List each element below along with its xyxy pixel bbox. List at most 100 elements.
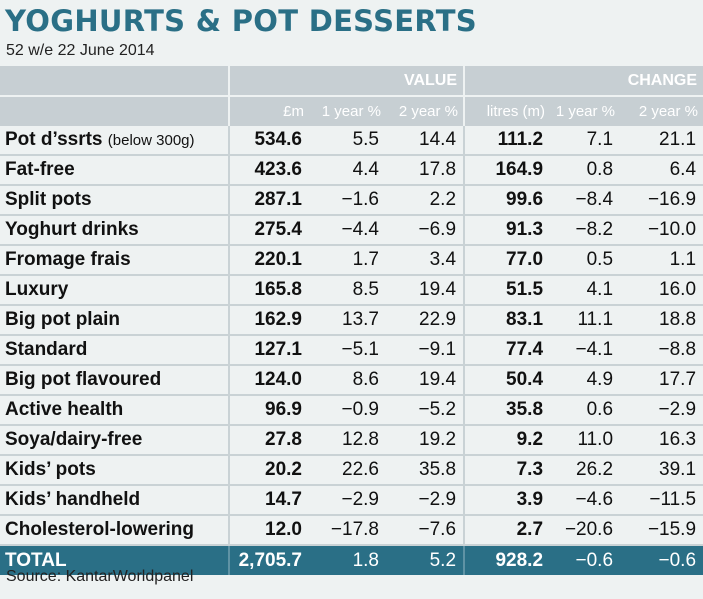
table-cell: 26.2 — [550, 455, 621, 486]
table-cell: 50.4 — [463, 365, 551, 396]
table-cell: 3.4 — [386, 245, 465, 276]
table-cell: 16.3 — [620, 425, 703, 456]
source-note: Source: KantarWorldpanel — [6, 568, 194, 585]
row-label: Big pot flavoured — [0, 365, 229, 396]
table-cell: −17.8 — [309, 515, 386, 546]
table-cell: 20.2 — [228, 455, 309, 486]
table-cell: 91.3 — [463, 215, 551, 246]
column-header: litres (m) — [463, 95, 551, 126]
table-cell: 111.2 — [463, 126, 551, 156]
group-header-row: VALUE CHANGE — [0, 66, 703, 96]
table-cell: 127.1 — [228, 335, 309, 366]
table-cell: 99.6 — [463, 185, 551, 216]
table-cell: 275.4 — [228, 215, 309, 246]
table-cell: −8.4 — [550, 185, 621, 216]
table-cell: 51.5 — [463, 275, 551, 306]
row-label-text: Yoghurt drinks — [5, 219, 139, 240]
table-row: Standard 127.1 −5.1 −9.1 77.4 −4.1 −8.8 — [0, 335, 703, 366]
table-cell: 13.7 — [309, 305, 386, 336]
table-cell: 5.5 — [309, 126, 386, 156]
table-cell: −0.9 — [309, 395, 386, 426]
table-cell: 22.9 — [386, 305, 465, 336]
table-body: Pot d’ssrts (below 300g) 534.6 5.5 14.4 111.… — [0, 126, 703, 575]
group-header-value: VALUE — [227, 66, 465, 96]
row-label: Pot d’ssrts (below 300g) — [0, 126, 229, 156]
row-label-text: Big pot flavoured — [5, 369, 162, 390]
total-row: TOTAL 2,705.7 1.8 5.2 928.2 −0.6 −0.6 — [0, 545, 703, 575]
table-cell: −9.1 — [386, 335, 465, 366]
table-row: Kids’ handheld 14.7 −2.9 −2.9 3.9 −4.6 −11.5 — [0, 485, 703, 516]
table-cell: 19.4 — [386, 275, 465, 306]
table-cell: 19.2 — [386, 425, 465, 456]
group-header-change: CHANGE — [463, 66, 703, 96]
row-label-note: (below 300g) — [107, 132, 195, 149]
row-label: Kids’ handheld — [0, 485, 229, 516]
header-blank — [0, 66, 229, 96]
table-cell: 17.8 — [386, 155, 465, 186]
table-cell: 19.4 — [386, 365, 465, 396]
row-label: Kids’ pots — [0, 455, 229, 486]
table-cell: −4.4 — [309, 215, 386, 246]
table-cell: −8.8 — [620, 335, 703, 366]
column-header: 2 year % — [620, 95, 703, 126]
table-cell: 39.1 — [620, 455, 703, 486]
table-cell: −15.9 — [620, 515, 703, 546]
table-cell: 2,705.7 — [228, 545, 309, 575]
table-cell: 2.7 — [463, 515, 551, 546]
row-label: Yoghurt drinks — [0, 215, 229, 246]
table-row: Kids’ pots 20.2 22.6 35.8 7.3 26.2 39.1 — [0, 455, 703, 486]
table-cell: −4.6 — [550, 485, 621, 516]
table-row: Yoghurt drinks 275.4 −4.4 −6.9 91.3 −8.2 −10.0 — [0, 215, 703, 246]
table-cell: −2.9 — [386, 485, 465, 516]
row-label: Soya/dairy-free — [0, 425, 229, 456]
table-cell: 5.2 — [386, 545, 465, 575]
table-cell: 83.1 — [463, 305, 551, 336]
table-cell: 287.1 — [228, 185, 309, 216]
table-cell: 8.6 — [309, 365, 386, 396]
table-cell: 77.0 — [463, 245, 551, 276]
table-row: Cholesterol-lowering 12.0 −17.8 −7.6 2.7 −20.… — [0, 515, 703, 546]
row-label-text: Big pot plain — [5, 309, 121, 330]
table-row: Pot d’ssrts (below 300g) 534.6 5.5 14.4 111.… — [0, 126, 703, 156]
table-cell: 18.8 — [620, 305, 703, 336]
row-label: Split pots — [0, 185, 229, 216]
table-row: Luxury 165.8 8.5 19.4 51.5 4.1 16.0 — [0, 275, 703, 306]
table-cell: 11.0 — [550, 425, 621, 456]
table-cell: 12.0 — [228, 515, 309, 546]
row-label-text: Fromage frais — [5, 249, 131, 270]
table-cell: −2.9 — [620, 395, 703, 426]
table-cell: 27.8 — [228, 425, 309, 456]
column-header: £m — [228, 95, 309, 126]
row-label-text: Kids’ handheld — [5, 489, 141, 510]
row-label: Active health — [0, 395, 229, 426]
table-cell: 17.7 — [620, 365, 703, 396]
table-cell: 220.1 — [228, 245, 309, 276]
table-cell: 534.6 — [228, 126, 309, 156]
column-header-row: £m 1 year % 2 year % litres (m) 1 year %… — [0, 95, 703, 126]
table-cell: −7.6 — [386, 515, 465, 546]
table-row: Active health 96.9 −0.9 −5.2 35.8 0.6 −2.9 — [0, 395, 703, 426]
table-cell: 164.9 — [463, 155, 551, 186]
table-cell: 16.0 — [620, 275, 703, 306]
table-cell: 7.3 — [463, 455, 551, 486]
table-cell: 162.9 — [228, 305, 309, 336]
row-label: Cholesterol-lowering — [0, 515, 229, 546]
table-cell: 0.6 — [550, 395, 621, 426]
table-row: Big pot plain 162.9 13.7 22.9 83.1 11.1 18.8 — [0, 305, 703, 336]
row-label-text: Active health — [5, 399, 124, 420]
table-cell: −10.0 — [620, 215, 703, 246]
table-cell: 21.1 — [620, 126, 703, 156]
table-cell: −4.1 — [550, 335, 621, 366]
row-label-text: Kids’ pots — [5, 459, 96, 480]
table-cell: 4.4 — [309, 155, 386, 186]
column-header: 1 year % — [550, 95, 621, 126]
column-header: 1 year % — [309, 95, 386, 126]
row-label-text: Luxury — [5, 279, 69, 300]
table-cell: 96.9 — [228, 395, 309, 426]
row-label-text: Split pots — [5, 189, 92, 210]
table-cell: −5.1 — [309, 335, 386, 366]
row-label: Big pot plain — [0, 305, 229, 336]
table-cell: 165.8 — [228, 275, 309, 306]
table-cell: 1.7 — [309, 245, 386, 276]
table-cell: 423.6 — [228, 155, 309, 186]
